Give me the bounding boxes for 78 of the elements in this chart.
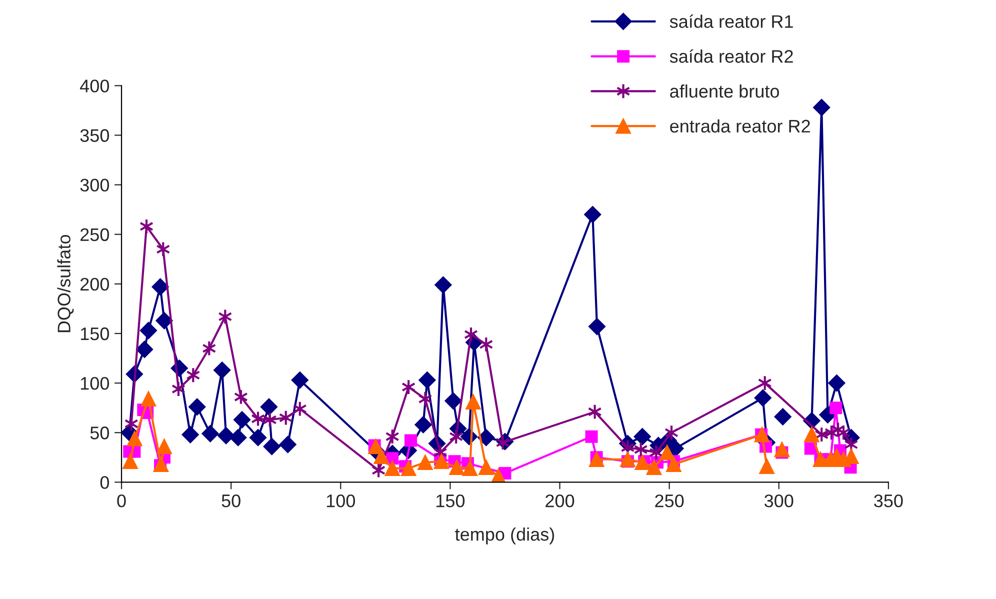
point: [214, 362, 231, 379]
point: [418, 454, 433, 470]
x-tick-label: 200: [546, 494, 574, 508]
point: [230, 429, 247, 446]
point: [140, 391, 156, 407]
point: [263, 438, 280, 456]
point: [588, 452, 604, 468]
point: [434, 454, 450, 470]
point: [400, 460, 416, 476]
point: [478, 460, 494, 475]
point: [830, 402, 842, 414]
point: [634, 428, 651, 446]
point: [646, 460, 662, 475]
y-tick-label: 250: [80, 228, 110, 242]
point: [140, 322, 158, 340]
point: [584, 206, 602, 224]
legend-label: afluente bruto: [670, 84, 779, 98]
x-tick-label: 250: [655, 494, 684, 508]
point: [813, 98, 830, 116]
point: [182, 426, 199, 444]
point: [434, 276, 452, 294]
x-tick-label: 300: [764, 494, 794, 508]
y-tick-label: 400: [80, 80, 110, 92]
legend-label: saída reator R2: [670, 49, 793, 63]
point: [828, 374, 846, 392]
x-tick-label: 150: [436, 494, 465, 508]
point: [418, 390, 432, 407]
point: [478, 429, 495, 446]
point: [754, 389, 772, 406]
point: [217, 427, 235, 444]
point: [620, 452, 636, 468]
x-tick-label: 0: [117, 494, 126, 508]
point: [496, 434, 510, 451]
point: [136, 340, 154, 358]
point: [418, 372, 436, 389]
legend-label: entrada reator R2: [670, 119, 810, 133]
y-tick-label: 200: [80, 278, 110, 291]
point: [122, 454, 138, 470]
point: [466, 394, 481, 410]
point: [404, 434, 417, 447]
point: [585, 430, 598, 443]
y-tick-label: 150: [80, 327, 110, 340]
x-tick-label: 350: [874, 494, 903, 508]
y-axis-title: DQO/sulfato: [57, 235, 74, 332]
point: [462, 460, 478, 476]
y-tick-label: 100: [80, 376, 110, 390]
point: [588, 318, 606, 336]
point: [156, 312, 173, 330]
point: [152, 278, 169, 296]
point: [759, 458, 774, 474]
point: [127, 430, 142, 446]
point: [260, 398, 278, 416]
point: [291, 372, 308, 389]
point: [156, 438, 172, 454]
x-axis-title: tempo (dias): [455, 528, 554, 544]
x-tick-label: 50: [222, 494, 240, 508]
point: [449, 460, 464, 475]
y-tick-label: 50: [90, 426, 109, 440]
point: [666, 456, 682, 472]
y-tick-label: 0: [100, 476, 109, 489]
point: [249, 429, 267, 446]
point: [384, 460, 400, 476]
point: [774, 442, 790, 458]
point: [659, 444, 675, 460]
point: [202, 425, 219, 442]
legend-label: saída reator R1: [670, 14, 793, 28]
point: [774, 408, 792, 426]
point: [374, 448, 390, 464]
point: [188, 398, 206, 416]
y-tick-label: 300: [80, 178, 110, 192]
point: [634, 454, 650, 470]
point: [444, 392, 462, 410]
x-tick-label: 100: [326, 494, 355, 508]
y-tick-label: 350: [80, 129, 110, 142]
point: [414, 416, 432, 434]
point: [233, 411, 251, 428]
point: [279, 436, 296, 454]
point: [804, 426, 820, 442]
